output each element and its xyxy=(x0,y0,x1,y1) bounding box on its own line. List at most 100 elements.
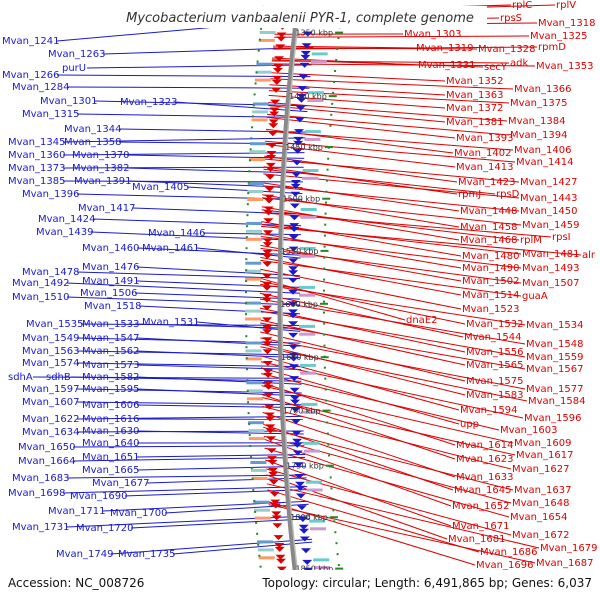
gene-label-right[interactable]: Mvan_1393 xyxy=(456,133,513,144)
gene-label-right[interactable]: dnaE2 xyxy=(406,315,438,326)
gene-label-left[interactable]: Mvan_1700 xyxy=(110,508,167,519)
gene-label-left[interactable]: Mvan_1241 xyxy=(2,36,59,47)
gene-label-left[interactable]: Mvan_1582 xyxy=(82,372,139,383)
gene-label-left[interactable]: Mvan_1630 xyxy=(82,426,139,437)
gene-label-right[interactable]: Mvan_1514 xyxy=(462,290,519,301)
gene-label-left[interactable]: Mvan_1664 xyxy=(18,456,75,467)
gene-label-left[interactable]: Mvan_1382 xyxy=(72,163,129,174)
gene-label-left[interactable]: Mvan_1492 xyxy=(12,278,69,289)
gene-label-left[interactable]: Mvan_1698 xyxy=(8,488,65,499)
gene-label-right[interactable]: Mvan_1381 xyxy=(446,117,503,128)
gene-label-left[interactable]: Mvan_1731 xyxy=(12,522,69,533)
gene-label-left[interactable]: Mvan_1439 xyxy=(36,227,93,238)
gene-label-left[interactable]: Mvan_1533 xyxy=(82,319,139,330)
gene-label-left[interactable]: Mvan_1597 xyxy=(22,384,79,395)
gene-label-right[interactable]: Mvan_1652 xyxy=(452,501,509,512)
gene-label-left[interactable]: Mvan_1549 xyxy=(22,333,79,344)
gene-label-right[interactable]: Mvan_1423 xyxy=(458,177,515,188)
gene-label-left[interactable]: Mvan_1315 xyxy=(22,109,79,120)
gene-label-left[interactable]: sdhA xyxy=(8,372,33,383)
gene-label-left[interactable]: Mvan_1640 xyxy=(82,438,139,449)
gene-label-left[interactable]: Mvan_1266 xyxy=(2,70,59,81)
gene-label-right[interactable]: Mvan_1402 xyxy=(454,148,511,159)
gene-label-right[interactable]: Mvan_1627 xyxy=(512,464,569,475)
gene-label-right[interactable]: Mvan_1353 xyxy=(536,61,593,72)
gene-label-right[interactable]: Mvan_1502 xyxy=(462,276,519,287)
gene-label-right[interactable]: Mvan_1481 xyxy=(522,249,579,260)
gene-label-left[interactable]: Mvan_1373 xyxy=(8,163,65,174)
gene-label-right[interactable]: Mvan_1532 xyxy=(466,319,523,330)
gene-label-left[interactable]: Mvan_1616 xyxy=(82,414,139,425)
gene-label-left[interactable]: Mvan_1665 xyxy=(82,465,139,476)
gene-label-left[interactable]: Mvan_1478 xyxy=(22,267,79,278)
gene-label-left[interactable]: Mvan_1396 xyxy=(22,189,79,200)
gene-label-left[interactable]: Mvan_1595 xyxy=(82,384,139,395)
gene-label-right[interactable]: Mvan_1671 xyxy=(452,521,509,532)
gene-label-right[interactable]: Mvan_1459 xyxy=(522,220,579,231)
gene-label-left[interactable]: Mvan_1634 xyxy=(22,427,79,438)
gene-label-right[interactable]: adk xyxy=(510,58,528,69)
gene-label-right[interactable]: Mvan_1366 xyxy=(514,84,571,95)
gene-label-left[interactable]: Mvan_1476 xyxy=(82,262,139,273)
gene-label-left[interactable]: Mvan_1563 xyxy=(22,346,79,357)
gene-label-right[interactable]: Mvan_1623 xyxy=(456,454,513,465)
gene-label-left[interactable]: Mvan_1735 xyxy=(118,549,175,560)
gene-label-left[interactable]: Mvan_1284 xyxy=(12,82,69,93)
gene-label-right[interactable]: Mvan_1384 xyxy=(508,116,565,127)
gene-label-left[interactable]: Mvan_1344 xyxy=(64,124,121,135)
gene-label-right[interactable]: Mvan_1617 xyxy=(516,450,573,461)
gene-label-right[interactable]: Mvan_1450 xyxy=(520,206,577,217)
gene-label-right[interactable]: Mvan_1448 xyxy=(460,206,517,217)
gene-label-right[interactable]: Mvan_1577 xyxy=(526,384,583,395)
gene-label-right[interactable]: alr xyxy=(582,250,596,261)
gene-label-left[interactable]: Mvan_1417 xyxy=(78,203,135,214)
gene-label-left[interactable]: Mvan_1574 xyxy=(22,358,79,369)
gene-label-right[interactable]: rplM xyxy=(520,235,542,246)
gene-label-left[interactable]: Mvan_1263 xyxy=(48,49,105,60)
gene-label-left[interactable]: Mvan_1491 xyxy=(82,276,139,287)
gene-label-left[interactable]: Mvan_1424 xyxy=(38,214,95,225)
gene-label-right[interactable]: Mvan_1645 xyxy=(454,485,511,496)
gene-label-right[interactable]: upp xyxy=(460,419,479,430)
gene-label-left[interactable]: Mvan_1301 xyxy=(40,96,97,107)
gene-label-right[interactable]: Mvan_1565 xyxy=(466,360,523,371)
gene-label-right[interactable]: Mvan_1594 xyxy=(460,405,517,416)
gene-label-right[interactable]: rpmJ xyxy=(458,189,481,200)
gene-label-right[interactable]: Mvan_1637 xyxy=(514,485,571,496)
gene-label-right[interactable]: Mvan_1648 xyxy=(512,498,569,509)
gene-label-left[interactable]: Mvan_1720 xyxy=(76,523,133,534)
gene-label-right[interactable]: Mvan_1544 xyxy=(464,332,521,343)
gene-label-right[interactable]: Mvan_1696 xyxy=(476,560,533,571)
gene-label-left[interactable]: Mvan_1535 xyxy=(26,319,83,330)
gene-label-right[interactable]: Mvan_1523 xyxy=(462,304,519,315)
gene-label-left[interactable]: Mvan_1573 xyxy=(82,360,139,371)
gene-label-right[interactable]: Mvan_1596 xyxy=(524,413,581,424)
gene-label-left[interactable]: Mvan_1607 xyxy=(22,397,79,408)
gene-label-right[interactable]: Mvan_1681 xyxy=(448,534,505,545)
gene-label-right[interactable]: rplV xyxy=(556,0,576,11)
gene-label-right[interactable]: Mvan_1672 xyxy=(512,530,569,541)
gene-label-right[interactable]: Mvan_1583 xyxy=(466,390,523,401)
gene-label-left[interactable]: Mvan_1360 xyxy=(8,150,65,161)
gene-label-left[interactable]: Mvan_1358 xyxy=(64,137,121,148)
gene-label-right[interactable]: Mvan_1686 xyxy=(480,547,537,558)
gene-label-right[interactable]: Mvan_1584 xyxy=(528,396,585,407)
gene-label-right[interactable]: secY xyxy=(484,62,508,73)
gene-label-right[interactable]: Mvan_1458 xyxy=(460,222,517,233)
gene-label-right[interactable]: rplC xyxy=(512,0,532,11)
gene-label-left[interactable]: Mvan_1518 xyxy=(84,301,141,312)
gene-label-left[interactable]: Mvan_1749 xyxy=(56,549,113,560)
gene-label-left[interactable]: Mvan_1391 xyxy=(74,176,131,187)
gene-label-right[interactable]: Mvan_1493 xyxy=(522,263,579,274)
gene-label-right[interactable]: Mvan_1406 xyxy=(514,145,571,156)
gene-label-left[interactable]: Mvan_1446 xyxy=(148,228,205,239)
gene-label-right[interactable]: Mvan_1394 xyxy=(510,130,567,141)
gene-label-right[interactable]: Mvan_1352 xyxy=(446,76,503,87)
gene-label-right[interactable]: Mvan_1575 xyxy=(466,376,523,387)
gene-label-right[interactable]: Mvan_1614 xyxy=(456,440,513,451)
gene-label-left[interactable]: sdhB xyxy=(46,372,71,383)
gene-label-left[interactable]: Mvan_1562 xyxy=(82,346,139,357)
gene-label-right[interactable]: Mvan_1559 xyxy=(526,352,583,363)
gene-label-left[interactable]: Mvan_1461 xyxy=(142,243,199,254)
gene-label-right[interactable]: Mvan_1567 xyxy=(526,364,583,375)
